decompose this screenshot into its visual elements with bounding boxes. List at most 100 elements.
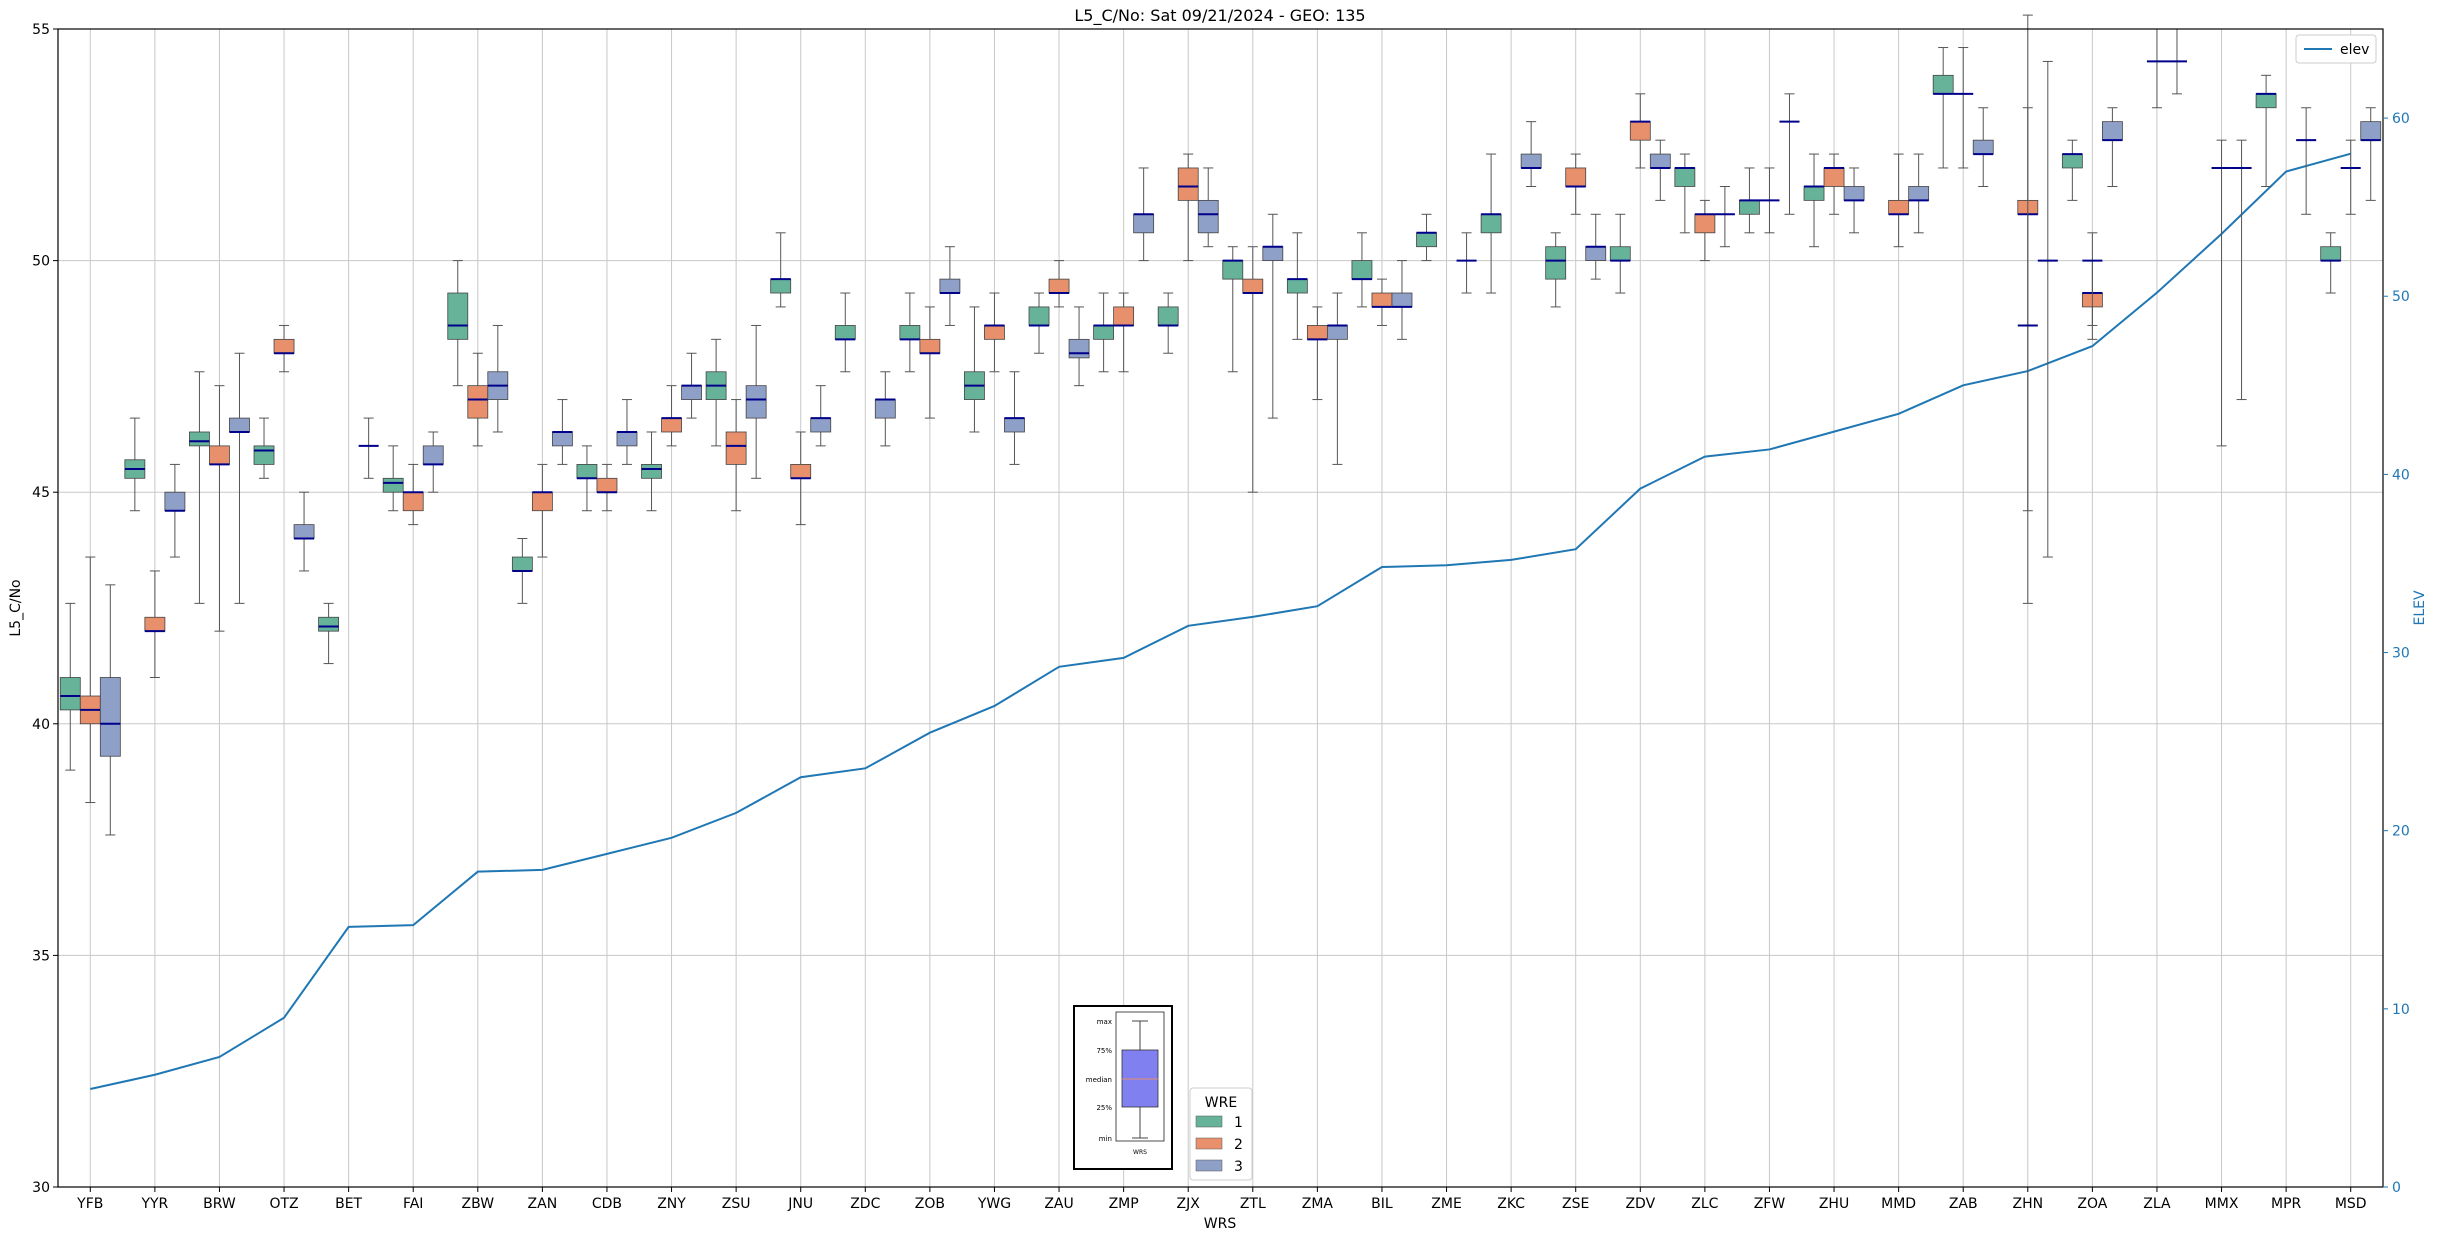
box-body [596,477,618,493]
box-3-YWG [1004,371,1025,465]
box-ungrouped-ZOA [2082,232,2103,326]
box-body [1585,246,1607,261]
box-1-OTZ [253,417,275,479]
wre-legend-swatch-1 [1195,1115,1223,1128]
box-body [531,491,553,512]
box-body [2101,121,2123,141]
box-2-ZSU [725,399,747,512]
box-body [1391,292,1413,308]
box-body [984,325,1005,340]
box-body [790,464,812,479]
box-3-ZKC [1520,121,1542,187]
x-tick-label: ZHN [2012,1196,2043,1212]
x-tick-label: ZSE [1562,1196,1589,1212]
box-3-ZMP [1133,167,1155,262]
box-3-ZSE [1585,213,1607,280]
y-tick-label: 40 [32,717,50,733]
x-tick-label: CDB [592,1196,622,1212]
box-1-ZKC [1480,153,1502,294]
elev-line-layer [90,152,2351,1090]
box-2-ZMA [1306,306,1328,401]
box-body [1113,306,1135,326]
box-body [273,338,295,354]
x-tick-label: ZFW [1754,1196,1786,1212]
box-1-ZAU [1028,292,1050,354]
y2-axis-label: ELEV [2412,590,2428,625]
chart-title: L5_C/No: Sat 09/21/2024 - GEO: 135 [1074,6,1365,26]
wre-legend-swatch-3 [1195,1159,1223,1172]
y-tick-label: 30 [32,1180,50,1196]
box-key-legend: max 75% median 25% min WRS [1073,1005,1173,1170]
box-3-ZBW [487,324,509,433]
x-tick-label: ZJX [1177,1196,1201,1212]
plot-area [57,28,2384,1188]
box-body [1908,186,1930,201]
box-2-ZBW [467,352,489,447]
box-3-ZOB [939,246,961,326]
box-body [422,445,444,465]
y2-tick-label: 0 [2392,1180,2401,1196]
box-body [1197,199,1219,234]
x-tick-label: FAI [403,1196,423,1212]
box-2-ZOB [919,306,941,419]
box-body [1694,213,1716,234]
box-body [1609,246,1631,261]
box-1-ZDV [1609,213,1631,294]
box-body [164,491,186,512]
box-2-ZMP [1113,292,1135,373]
box-key-min: min [1099,1135,1112,1143]
axes: YFB YYR BRW OTZ BET FAI ZBW ZAN CDB ZNY ZSU JNU ZDC Z… [32,22,2410,1212]
box-body [1306,325,1328,340]
box-body [899,325,921,340]
box-3-ZFW [1779,93,1800,215]
box-body [1565,167,1587,187]
box-body [745,385,767,419]
box-1-MSD [2320,232,2342,294]
box-1-ZBW [447,260,469,387]
box-body [1222,260,1244,280]
box-2-BIL [1371,278,1393,326]
box-1-ZJX [1157,292,1179,354]
box-3-MPR [2296,107,2317,215]
x-tick-label: ZOB [915,1196,945,1212]
box-body [1649,153,1671,169]
box-body [1371,292,1393,308]
box-1-ZOB [899,292,921,373]
box-body [2320,246,2342,261]
box-2-MMD [1888,153,1910,248]
y-axis-label: L5_C/No [8,579,24,636]
box-3-ZSU [745,324,767,479]
y2-tick-label: 50 [2392,289,2410,305]
wre-legend-label-1: 1 [1234,1115,1243,1131]
box-body [661,417,682,433]
box-1-ZLC [1674,153,1696,234]
y-tick-label: 55 [32,22,50,38]
box-3-ZHU [1843,167,1865,234]
box-body [293,524,315,539]
x-tick-label: ZHU [1819,1196,1849,1212]
x-tick-label: MSD [2335,1196,2367,1212]
box-3-ZDV [1649,139,1671,201]
box-2-YFB [79,556,101,804]
box-2-YWG [984,292,1005,373]
box-1-JNU [770,232,792,308]
box-body [1242,278,1264,294]
box-3-MMX [2231,139,2252,401]
box-body [1093,325,1115,340]
x-tick-label: MMX [2205,1196,2239,1212]
y2-tick-label: 10 [2392,1002,2410,1018]
box-2-ZTL [1242,246,1264,493]
box-body [919,338,941,354]
box-body [447,292,469,340]
box-3-BRW [229,352,250,604]
box-2-ZJX [1177,153,1199,262]
box-ungrouped-MSD [2340,139,2361,215]
box-body [641,464,662,479]
box-body [874,399,896,419]
box-key-max: max [1097,1018,1112,1026]
box-1-ZHU [1803,153,1825,248]
box-body [209,445,230,465]
line-legend-label: elev [2340,42,2369,58]
box-key-median: median [1086,1076,1112,1084]
